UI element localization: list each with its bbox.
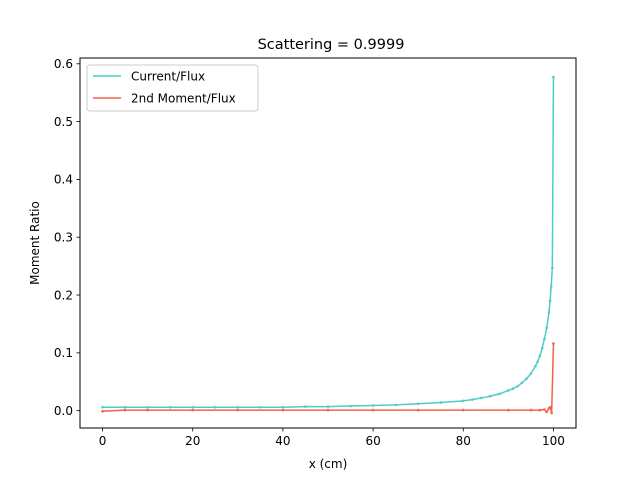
data-point-current-flux: [525, 377, 528, 381]
data-point-current-flux: [540, 346, 544, 350]
x-tick-label: 60: [365, 434, 380, 448]
data-point-current-flux: [552, 75, 555, 79]
data-point-2nd-moment-flux: [507, 408, 510, 412]
data-point-current-flux: [480, 396, 483, 400]
data-point-2nd-moment-flux: [236, 408, 240, 412]
x-tick-label: 20: [185, 434, 200, 448]
legend-label-2nd-moment-flux: 2nd Moment/Flux: [131, 92, 236, 106]
y-axis: 0.0 0.1 0.2 0.3 0.4 0.5 0.6: [54, 57, 80, 418]
data-point-2nd-moment-flux: [281, 408, 285, 412]
data-point-2nd-moment-flux: [548, 405, 552, 409]
data-point-2nd-moment-flux: [550, 411, 553, 415]
data-point-2nd-moment-flux: [146, 408, 149, 412]
data-point-2nd-moment-flux: [123, 408, 127, 412]
y-tick-label: 0.2: [54, 288, 73, 302]
data-point-current-flux: [507, 389, 510, 392]
data-point-current-flux: [545, 326, 548, 330]
data-point-current-flux: [536, 360, 539, 363]
data-point-current-flux: [547, 311, 551, 314]
x-axis-label: x (cm): [309, 457, 348, 471]
data-point-current-flux: [551, 266, 554, 270]
x-tick-label: 0: [99, 434, 107, 448]
data-point-current-flux: [304, 405, 307, 408]
data-point-current-flux: [371, 404, 375, 407]
data-point-2nd-moment-flux: [552, 342, 555, 345]
data-point-current-flux: [489, 394, 492, 398]
x-axis: 0 20 40 60 80 100: [99, 428, 565, 448]
data-point-current-flux: [529, 372, 533, 375]
x-tick-label: 80: [456, 434, 471, 448]
data-point-2nd-moment-flux: [101, 409, 104, 413]
data-point-current-flux: [461, 399, 465, 403]
data-point-2nd-moment-flux: [416, 408, 420, 412]
legend-label-current-flux: Current/Flux: [131, 70, 205, 84]
data-point-current-flux: [470, 398, 474, 401]
data-point-current-flux: [498, 392, 501, 396]
legend: Current/Flux 2nd Moment/Flux: [86, 64, 259, 112]
data-point-2nd-moment-flux: [326, 408, 330, 412]
data-point-current-flux: [416, 402, 420, 406]
y-tick-label: 0.1: [54, 346, 73, 360]
y-tick-label: 0.5: [54, 115, 73, 129]
data-point-current-flux: [326, 405, 330, 408]
data-point-current-flux: [549, 285, 553, 288]
series-line-current-flux: [102, 77, 555, 408]
data-point-current-flux: [520, 381, 524, 385]
y-tick-label: 0.3: [54, 231, 73, 245]
data-point-current-flux: [439, 401, 443, 404]
data-point-current-flux: [538, 354, 542, 358]
chart-title: Scattering = 0.9999: [258, 37, 405, 53]
data-point-current-flux: [516, 385, 519, 388]
data-point-current-flux: [281, 405, 285, 409]
legend-box: [86, 64, 259, 112]
axes-frame: [79, 57, 577, 429]
data-point-2nd-moment-flux: [529, 408, 533, 412]
data-point-2nd-moment-flux: [538, 408, 542, 412]
data-point-current-flux: [191, 405, 195, 409]
data-point-2nd-moment-flux: [191, 408, 195, 412]
x-tick-label: 40: [275, 434, 290, 448]
y-tick-label: 0.0: [54, 404, 73, 418]
data-point-current-flux: [236, 405, 240, 409]
data-point-current-flux: [259, 405, 262, 409]
y-axis-label: Moment Ratio: [28, 201, 42, 285]
data-point-2nd-moment-flux: [461, 408, 465, 412]
data-point-current-flux: [548, 299, 552, 303]
series-layer: [101, 75, 555, 415]
y-tick-label: 0.4: [54, 173, 73, 187]
data-point-current-flux: [123, 405, 127, 409]
data-point-2nd-moment-flux: [543, 408, 546, 411]
data-point-2nd-moment-flux: [371, 408, 375, 412]
data-point-current-flux: [511, 387, 515, 390]
data-point-current-flux: [349, 404, 352, 408]
data-point-current-flux: [394, 403, 397, 407]
data-point-current-flux: [146, 405, 149, 409]
data-point-current-flux: [213, 405, 217, 409]
data-point-current-flux: [168, 405, 172, 409]
data-point-current-flux: [101, 405, 104, 409]
y-tick-label: 0.6: [54, 57, 73, 71]
data-point-2nd-moment-flux: [545, 410, 548, 414]
data-point-current-flux: [543, 337, 546, 341]
data-point-current-flux: [534, 364, 537, 368]
x-tick-label: 100: [542, 434, 565, 448]
